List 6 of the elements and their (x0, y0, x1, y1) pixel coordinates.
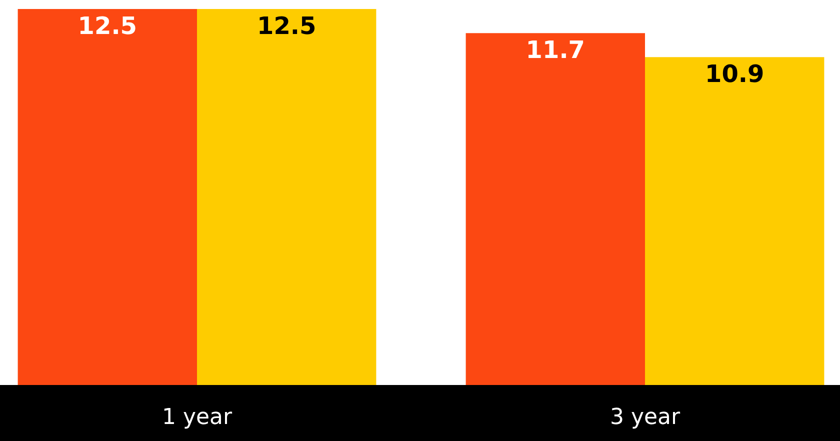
data-label: 10.9 (704, 60, 764, 88)
x-tick-label: 3 year (610, 405, 681, 430)
data-label: 12.5 (78, 12, 138, 40)
data-label: 12.5 (256, 12, 316, 40)
x-tick-label: 1 year (162, 405, 233, 430)
data-label: 11.7 (526, 36, 586, 64)
